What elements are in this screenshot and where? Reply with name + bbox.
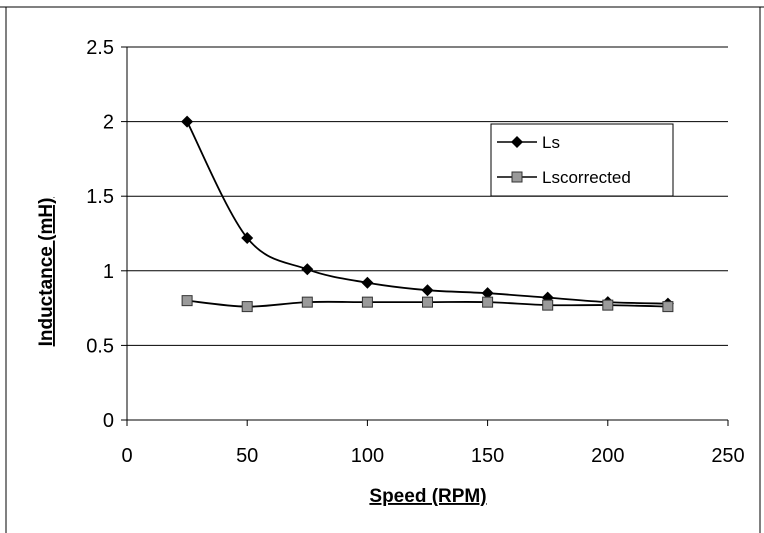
y-tick-label: 2.5: [86, 37, 114, 59]
legend-box: [490, 123, 674, 197]
legend-label-lscorrected: Lscorrected: [542, 168, 631, 187]
data-point-ls: [481, 287, 494, 300]
y-axis-title: Inductance (mH): [36, 198, 57, 347]
data-point-lscorrected: [602, 299, 614, 311]
x-tick-label: 50: [236, 445, 258, 467]
x-tick-label: 100: [351, 445, 384, 467]
series-layer: [181, 115, 674, 313]
data-point-lscorrected: [542, 299, 554, 311]
data-point-ls: [301, 263, 314, 276]
data-point-lscorrected: [361, 296, 373, 308]
y-tick-label: 1: [103, 261, 114, 283]
data-point-ls: [361, 276, 374, 289]
data-point-lscorrected: [422, 296, 433, 308]
x-tick-label: 250: [711, 445, 744, 467]
data-point-ls: [421, 284, 434, 297]
x-tick-label: 200: [591, 445, 624, 467]
data-point-lscorrected: [482, 296, 494, 308]
legend-marker-diamond: [511, 136, 523, 148]
x-tick-label: 0: [121, 445, 132, 467]
x-tick-label: 150: [471, 445, 504, 467]
tick-labels: 0 0.5 1 1.5 2 2.5 0 50 100 150 200 250: [86, 37, 745, 467]
legend-marker-square: [511, 171, 523, 183]
legend: Ls Lscorrected: [490, 123, 674, 197]
legend-label-ls: Ls: [542, 133, 560, 152]
legend-entry-lscorrected: Lscorrected: [497, 168, 631, 187]
y-tick-label: 1.5: [86, 186, 114, 208]
y-tick-label: 0: [103, 410, 114, 432]
data-point-lscorrected: [662, 301, 674, 313]
data-point-lscorrected: [301, 296, 313, 308]
y-tick-label: 0.5: [86, 335, 114, 357]
y-tick-label: 2: [103, 112, 114, 134]
series-lscorrected: [181, 295, 674, 313]
data-point-lscorrected: [181, 295, 193, 307]
data-point-lscorrected: [241, 301, 253, 313]
axes: [121, 46, 729, 426]
legend-entry-ls: Ls: [497, 133, 560, 152]
data-point-ls: [241, 231, 254, 244]
x-axis-title: Speed (RPM): [369, 486, 486, 507]
data-point-ls: [181, 115, 194, 128]
